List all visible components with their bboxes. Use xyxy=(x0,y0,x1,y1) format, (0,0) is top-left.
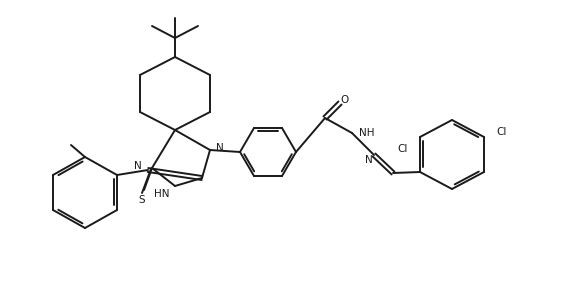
Text: O: O xyxy=(341,95,349,105)
Text: N: N xyxy=(365,155,373,165)
Text: Cl: Cl xyxy=(496,127,507,137)
Text: N: N xyxy=(134,161,142,171)
Text: N: N xyxy=(216,143,224,153)
Text: NH: NH xyxy=(359,128,375,138)
Text: S: S xyxy=(139,195,145,205)
Text: HN: HN xyxy=(154,189,170,199)
Text: Cl: Cl xyxy=(398,144,408,154)
